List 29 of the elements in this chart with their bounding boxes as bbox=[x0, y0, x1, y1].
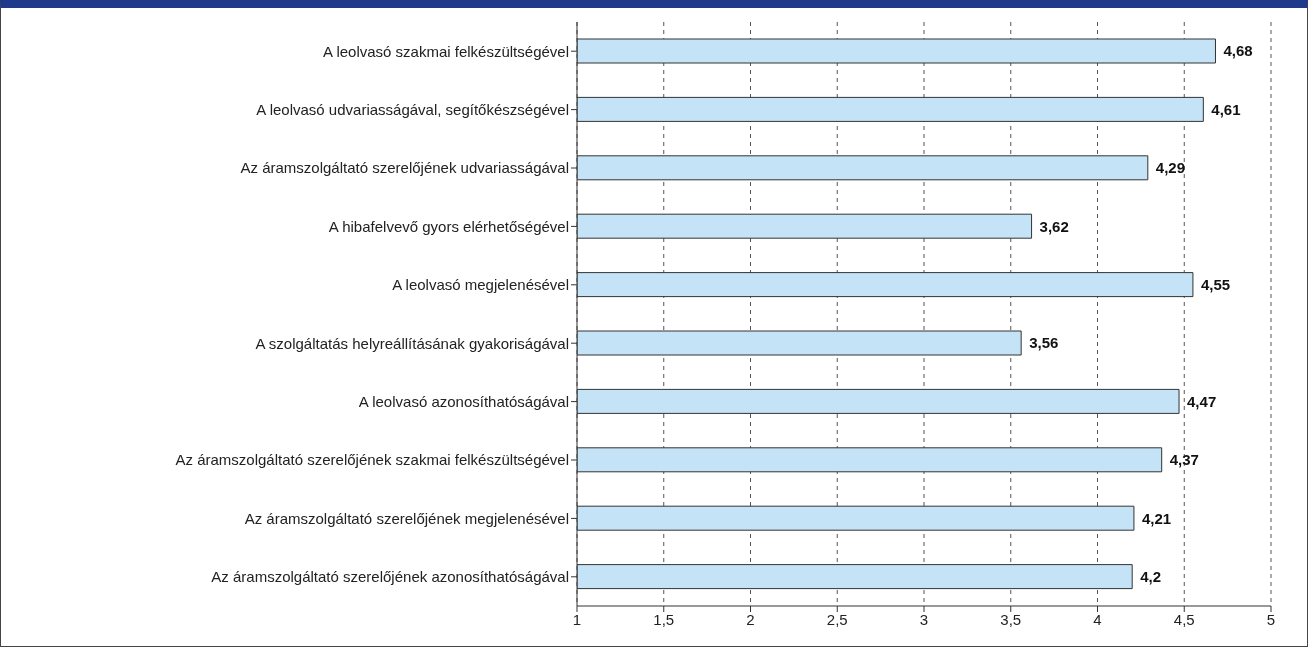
y-tick-label: A leolvasó azonosíthatóságával bbox=[358, 392, 569, 410]
x-tick-label: 1,5 bbox=[653, 610, 675, 628]
x-tick-label: 3 bbox=[919, 610, 929, 628]
x-tick-label: 4,5 bbox=[1173, 610, 1195, 628]
x-tick-label: 2,5 bbox=[826, 610, 848, 628]
y-tick-label: A leolvasó szakmai felkészültségével bbox=[323, 42, 569, 60]
y-tick-label: Az áramszolgáltató szerelőjének szakmai felkészültségével bbox=[175, 451, 569, 469]
y-tick-label: Az áramszolgáltató szerelőjének azonosíthatóságával bbox=[211, 568, 569, 586]
y-tick-label: Az áramszolgáltató szerelőjének megjelenésével bbox=[244, 509, 569, 527]
x-tick-label: 2 bbox=[746, 610, 755, 628]
data-label: 4,47 bbox=[1187, 392, 1217, 410]
y-tick-label: A leolvasó udvariasságával, segítőkészségével bbox=[256, 100, 569, 118]
y-tick-label: Az áramszolgáltató szerelőjének udvariasságával bbox=[240, 159, 569, 177]
x-tick-label: 4 bbox=[1093, 610, 1102, 628]
y-tick-label: A hibafelvevő gyors elérhetőségével bbox=[328, 217, 569, 235]
y-tick-label: A szolgáltatás helyreállításának gyakoriságával bbox=[255, 334, 569, 352]
data-label: 4,21 bbox=[1141, 509, 1172, 527]
data-label: 4,55 bbox=[1200, 275, 1231, 293]
data-label: 4,61 bbox=[1211, 100, 1241, 118]
data-label: 4,29 bbox=[1155, 159, 1186, 177]
x-tick-label: 1 bbox=[572, 610, 582, 628]
data-label: 4,2 bbox=[1140, 567, 1162, 585]
x-tick-label: 5 bbox=[1266, 610, 1276, 628]
data-label: 4,37 bbox=[1169, 451, 1199, 469]
y-tick-label: A leolvasó megjelenésével bbox=[392, 276, 569, 294]
x-tick-label: 3,5 bbox=[1000, 610, 1022, 628]
data-label: 3,62 bbox=[1039, 217, 1069, 235]
data-label: 3,56 bbox=[1029, 334, 1059, 352]
data-label: 4,68 bbox=[1223, 42, 1253, 60]
